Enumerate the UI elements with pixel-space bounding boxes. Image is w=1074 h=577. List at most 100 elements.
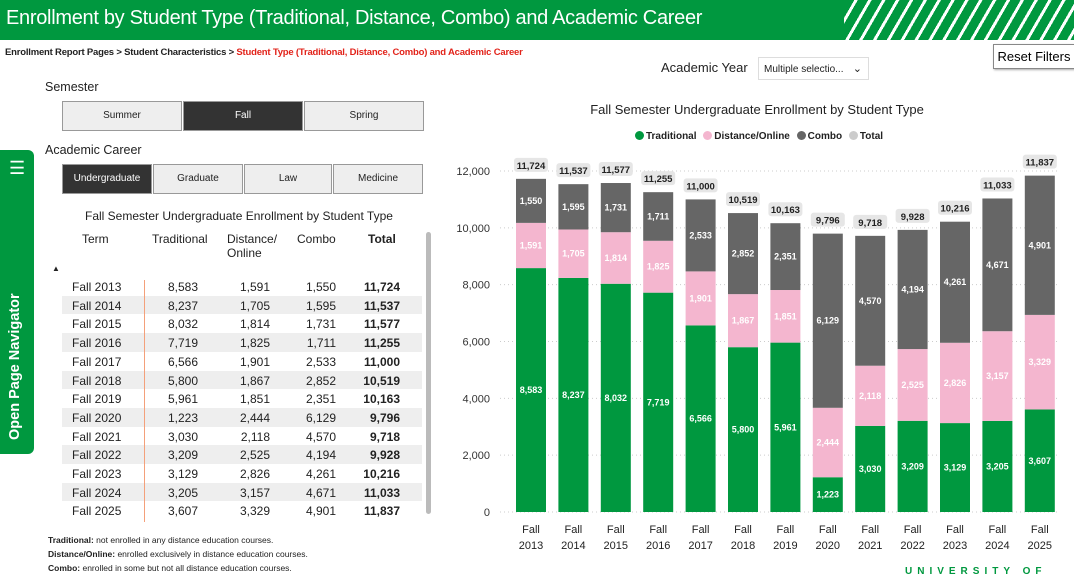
- table-row[interactable]: Fall 2024 3,205 3,157 4,671 11,033: [62, 482, 422, 502]
- breadcrumb-item[interactable]: Enrollment Report Pages: [5, 47, 114, 58]
- bar-combo[interactable]: [558, 184, 589, 230]
- bar-distance-online[interactable]: [558, 229, 589, 278]
- university-logo: UNIVERSITY OF: [905, 566, 1047, 577]
- data-label: 3,129: [944, 463, 967, 473]
- legend-combo[interactable]: Combo: [807, 131, 843, 142]
- data-label: 3,329: [1029, 357, 1052, 367]
- data-label: 4,194: [901, 284, 924, 294]
- bar-traditional[interactable]: [600, 283, 631, 512]
- data-label: 2,533: [689, 230, 712, 240]
- bar-distance-online[interactable]: [1024, 314, 1055, 410]
- table-row[interactable]: Fall 2018 5,800 1,867 2,852 10,519: [62, 370, 422, 390]
- breadcrumb-current: Student Type (Traditional, Distance, Com…: [236, 47, 523, 58]
- header-stripes: [844, 0, 1074, 40]
- cell-traditional: 3,607: [167, 504, 198, 519]
- total-label-bg: [895, 208, 930, 223]
- bar-traditional[interactable]: [516, 268, 546, 512]
- column-header-term[interactable]: Term: [82, 232, 109, 246]
- data-label: 8,583: [520, 385, 543, 395]
- data-label: 1,731: [605, 203, 628, 213]
- table-scrollbar[interactable]: [426, 232, 431, 514]
- total-label: 11,000: [686, 181, 715, 192]
- breadcrumb-item[interactable]: Student Characteristics: [124, 47, 227, 58]
- bar-distance-online[interactable]: [643, 240, 674, 293]
- bar-distance-online[interactable]: [516, 222, 546, 269]
- bar-traditional[interactable]: [855, 425, 886, 512]
- bar-combo[interactable]: [940, 221, 970, 343]
- data-label: 4,901: [1029, 240, 1052, 250]
- cell-distance: 3,157: [239, 485, 270, 500]
- bar-distance-online[interactable]: [812, 407, 843, 478]
- bar-distance-online[interactable]: [685, 271, 716, 326]
- table-row[interactable]: Fall 2021 3,030 2,118 4,570 9,718: [62, 427, 422, 446]
- bar-distance-online[interactable]: [855, 365, 886, 426]
- cell-term: Fall 2021: [72, 429, 122, 444]
- column-header-traditional[interactable]: Traditional: [152, 232, 208, 246]
- table-row[interactable]: Fall 2017 6,566 1,901 2,533 11,000: [62, 352, 422, 371]
- bar-traditional[interactable]: [558, 277, 589, 512]
- page-navigator-button[interactable]: ☰ Open Page Navigator: [0, 150, 34, 454]
- bar-combo[interactable]: [812, 233, 843, 408]
- academic-year-dropdown[interactable]: Multiple selectio... ⌄: [758, 57, 869, 80]
- bar-traditional[interactable]: [940, 423, 970, 512]
- legend-distance[interactable]: Distance/Online: [714, 131, 790, 142]
- table-row[interactable]: Fall 2022 3,209 2,525 4,194 9,928: [62, 445, 422, 464]
- table-row[interactable]: Fall 2013 8,583 1,591 1,550 11,724: [62, 277, 422, 296]
- bar-traditional[interactable]: [685, 325, 716, 512]
- table-row[interactable]: Fall 2015 8,032 1,814 1,731 11,577: [62, 314, 422, 333]
- bar-combo[interactable]: [685, 199, 716, 272]
- career-undergraduate[interactable]: Undergraduate: [62, 164, 152, 194]
- cell-traditional: 5,961: [167, 392, 198, 407]
- bar-traditional[interactable]: [728, 347, 758, 512]
- bar-combo[interactable]: [1024, 175, 1055, 315]
- bar-combo[interactable]: [770, 223, 801, 291]
- career-law[interactable]: Law: [244, 164, 332, 194]
- bar-distance-online[interactable]: [897, 349, 928, 421]
- bar-distance-online[interactable]: [600, 232, 631, 284]
- x-tick-label: 2017: [688, 540, 712, 552]
- column-header-combo[interactable]: Combo: [297, 232, 336, 246]
- bar-distance-online[interactable]: [728, 294, 758, 348]
- bar-distance-online[interactable]: [940, 342, 970, 424]
- bar-traditional[interactable]: [643, 292, 674, 512]
- legend-total[interactable]: Total: [859, 131, 884, 142]
- table-row[interactable]: Fall 2019 5,961 1,851 2,351 10,163: [62, 389, 422, 408]
- bar-distance-online[interactable]: [770, 290, 801, 343]
- career-medicine[interactable]: Medicine: [333, 164, 423, 194]
- data-label: 2,351: [774, 252, 797, 262]
- total-label: 11,033: [983, 180, 1012, 191]
- table-row[interactable]: Fall 2020 1,223 2,444 6,129 9,796: [62, 407, 422, 427]
- academic-career-label: Academic Career: [45, 143, 142, 157]
- y-tick-label: 4,000: [462, 393, 490, 405]
- semester-summer[interactable]: Summer: [62, 101, 182, 131]
- semester-spring[interactable]: Spring: [304, 101, 424, 131]
- bar-traditional[interactable]: [982, 420, 1013, 512]
- data-label: 1,711: [647, 211, 669, 221]
- semester-fall[interactable]: Fall: [183, 101, 303, 131]
- bar-combo[interactable]: [855, 235, 886, 366]
- reset-filters-button[interactable]: Reset Filters: [993, 44, 1074, 69]
- career-graduate[interactable]: Graduate: [153, 164, 243, 194]
- column-header-total[interactable]: Total: [368, 232, 396, 246]
- bar-combo[interactable]: [516, 178, 546, 223]
- bar-traditional[interactable]: [897, 420, 928, 512]
- table-row[interactable]: Fall 2016 7,719 1,825 1,711 11,255: [62, 333, 422, 352]
- data-label: 7,719: [647, 397, 670, 407]
- bar-traditional[interactable]: [812, 477, 843, 512]
- bar-combo[interactable]: [897, 229, 928, 350]
- bar-traditional[interactable]: [1024, 409, 1055, 512]
- legend-traditional[interactable]: Traditional: [645, 131, 697, 142]
- table-row[interactable]: Fall 2023 3,129 2,826 4,261 10,216: [62, 464, 422, 483]
- table-row[interactable]: Fall 2014 8,237 1,705 1,595 11,537: [62, 295, 422, 315]
- bar-combo[interactable]: [600, 183, 631, 233]
- table-row[interactable]: Fall 2025 3,607 3,329 4,901 11,837: [62, 501, 422, 520]
- total-label-bg: [598, 162, 633, 177]
- bar-combo[interactable]: [728, 213, 758, 295]
- bar-combo[interactable]: [982, 198, 1013, 332]
- column-header-distance[interactable]: Distance/ Online: [227, 232, 278, 260]
- bar-traditional[interactable]: [770, 342, 801, 512]
- sort-ascending-icon[interactable]: ▲: [52, 264, 60, 273]
- bar-distance-online[interactable]: [982, 331, 1013, 421]
- bar-combo[interactable]: [643, 192, 674, 241]
